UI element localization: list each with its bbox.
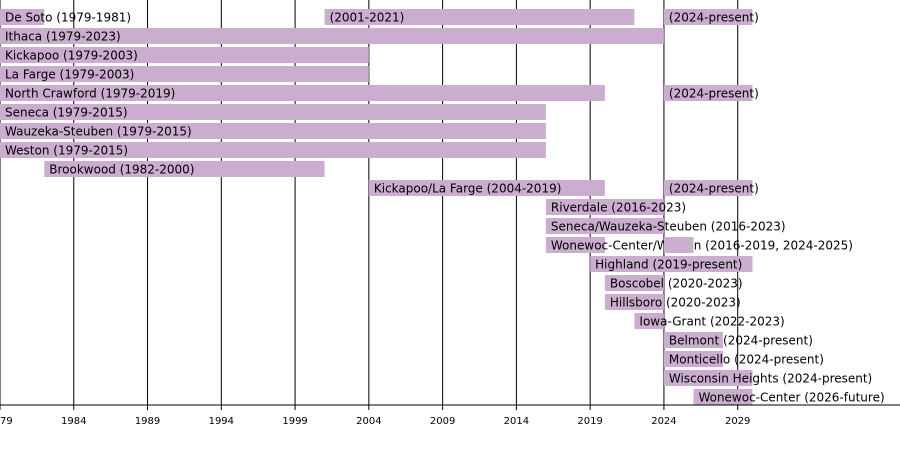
x-tick-label: 2014 [504,416,529,427]
bar-label: (2001-2021) [330,11,405,25]
bar [0,66,369,82]
bar-label: Wisconsin Heights (2024-present) [669,372,872,386]
bar-label: La Farge (1979-2003) [5,68,134,82]
bar-label: North Crawford (1979-2019) [5,87,175,101]
bar [663,180,753,196]
x-tick-label: 1999 [282,416,307,427]
bar-label: Kickapoo (1979-2003) [5,49,138,63]
bar-label: Seneca (1979-2015) [5,106,128,120]
bar [663,332,723,348]
bar-label: Wonewoc-Center (2026-future) [698,391,884,405]
x-tick-label: 1994 [209,416,234,427]
bar-label: (2024-present) [669,182,759,196]
bar [590,256,753,272]
bar-label: Hillsboro (2020-2023) [610,296,741,310]
bar-label: De Soto (1979-1981) [5,11,131,25]
bar [545,237,605,253]
bar-label: Iowa-Grant (2022-2023) [639,315,784,329]
bar [604,294,664,310]
bar-label: (2024-present) [669,87,759,101]
bar-label: Wauzeka-Steuben (1979-2015) [5,125,192,139]
x-tick-label: 2019 [577,416,602,427]
bar-label: (2024-present) [669,11,759,25]
bar-label: Highland (2019-present) [595,258,742,272]
x-tick-label: 1984 [61,416,86,427]
bar-label: Monticello (2024-present) [669,353,824,367]
x-tick-label: 1979 [0,416,13,427]
bar-label: Kickapoo/La Farge (2004-2019) [374,182,562,196]
bar-label: Seneca/Wauzeka-Steuben (2016-2023) [551,220,786,234]
bar [368,180,605,196]
x-tick-label: 1989 [135,416,160,427]
bar [0,47,369,63]
bar [693,389,753,405]
bar [0,9,45,25]
bar-label: Belmont (2024-present) [669,334,813,348]
bar [545,218,664,234]
bar-label: Ithaca (1979-2023) [5,30,121,44]
x-tick-label: 2029 [725,416,750,427]
bar [0,28,664,44]
bar-label: Riverdale (2016-2023) [551,201,686,215]
bar [663,85,753,101]
bar-label: Weston (1979-2015) [5,144,128,158]
bar-label: Brookwood (1982-2000) [49,163,194,177]
bar-label: Boscobel (2020-2023) [610,277,743,291]
bar [663,237,694,253]
x-tick-label: 2024 [651,416,676,427]
bar [0,123,546,139]
bar [0,142,546,158]
bar [0,85,605,101]
bar [663,370,753,386]
bar [324,9,635,25]
bar [604,275,664,291]
x-tick-label: 2004 [356,416,381,427]
x-tick-label: 2009 [430,416,455,427]
bar [663,9,753,25]
bar [44,161,325,177]
bar [634,313,664,329]
bar [545,199,664,215]
bar [0,104,546,120]
bar [663,351,723,367]
bar-label: Wonewoc-Center/Weston (2016-2019, 2024-2… [551,239,853,253]
